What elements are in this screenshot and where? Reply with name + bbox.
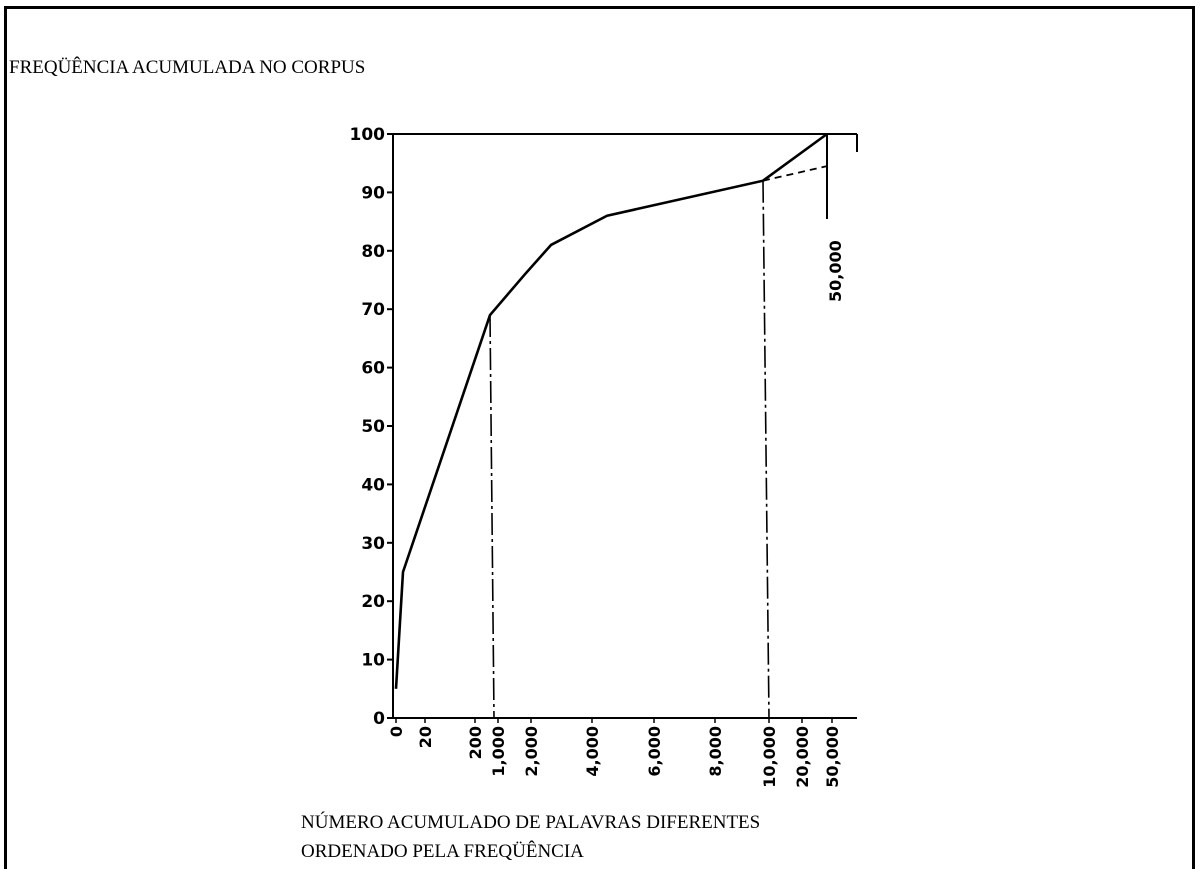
series-dashed-line <box>762 165 828 182</box>
x-tick-label: 1,000 <box>489 726 508 777</box>
x-tick-label: 4,000 <box>583 726 602 777</box>
reference-line <box>489 315 495 719</box>
x-tick-label: 20,000 <box>793 726 812 788</box>
x-tick-label: 0 <box>387 726 406 737</box>
y-tick-label: 0 <box>373 709 385 729</box>
y-tick-label: 80 <box>361 242 385 262</box>
x-axis-label-line-1: NÚMERO ACUMULADO DE PALAVRAS DIFERENTES <box>301 812 761 833</box>
x-axis-label-line-2: ORDENADO PELA FREQÜÊNCIA <box>301 841 584 862</box>
series-solid-line <box>394 132 828 689</box>
y-tick-label: 60 <box>361 359 385 379</box>
x-tick-label: 2,000 <box>522 726 541 777</box>
y-tick-label: 70 <box>361 300 385 320</box>
x-axis-label: NÚMERO ACUMULADO DE PALAVRAS DIFERENTES … <box>301 808 760 866</box>
x-tick-label: 200 <box>466 726 485 759</box>
y-tick-label: 40 <box>361 475 385 495</box>
x-tick-label: 50,000 <box>823 726 842 788</box>
y-tick-label: 90 <box>361 183 385 203</box>
figure-frame <box>4 6 1195 869</box>
y-tick-label: 30 <box>361 534 385 554</box>
y-tick-label: 100 <box>350 125 386 145</box>
chart-title: FREQÜÊNCIA ACUMULADA NO CORPUS <box>9 57 366 78</box>
y-tick-label: 20 <box>361 592 385 612</box>
x-tick-label: 20 <box>416 726 435 748</box>
y-tick-label: 50 <box>361 417 385 437</box>
annotation-label: 50,000 <box>826 240 845 302</box>
x-tick-label: 10,000 <box>760 726 779 788</box>
x-tick-label: 6,000 <box>645 726 664 777</box>
y-tick-label: 10 <box>361 651 385 671</box>
reference-line <box>762 180 770 719</box>
x-tick-label: 8,000 <box>706 726 725 777</box>
